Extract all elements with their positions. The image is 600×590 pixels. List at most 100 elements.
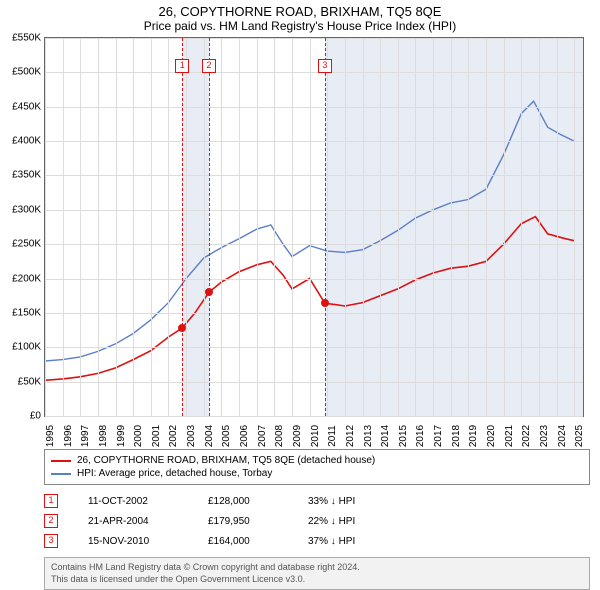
x-axis-label: 2006	[239, 425, 250, 447]
x-axis-label: 2009	[292, 425, 303, 447]
x-axis-label: 2024	[557, 425, 568, 447]
gridline-v	[204, 38, 205, 416]
x-axis-label: 2007	[257, 425, 268, 447]
y-axis-label: £200K	[12, 273, 41, 284]
sale-id-box: 3	[44, 534, 58, 548]
y-axis-label: £550K	[12, 33, 41, 44]
x-axis-label: 2020	[486, 425, 497, 447]
x-axis-label: 2013	[363, 425, 374, 447]
sale-row: 3 15-NOV-2010 £164,000 37% ↓ HPI	[44, 531, 590, 551]
sale-date: 21-APR-2004	[88, 516, 178, 527]
gridline-v	[63, 38, 64, 416]
x-axis-label: 1999	[116, 425, 127, 447]
gridline-v	[239, 38, 240, 416]
gridline-v	[504, 38, 505, 416]
gridline-v	[221, 38, 222, 416]
gridline-v	[98, 38, 99, 416]
gridline-v	[398, 38, 399, 416]
x-axis-label: 1997	[80, 425, 91, 447]
x-axis-label: 1995	[45, 425, 56, 447]
gridline-h	[45, 72, 583, 73]
sale-marker-box: 3	[318, 59, 332, 73]
x-axis-label: 2002	[168, 425, 179, 447]
gridline-v	[415, 38, 416, 416]
sale-price: £128,000	[208, 496, 278, 507]
gridline-v	[80, 38, 81, 416]
x-axis-label: 2004	[204, 425, 215, 447]
footer-line-1: Contains HM Land Registry data © Crown c…	[51, 562, 583, 574]
x-axis-label: 2000	[133, 425, 144, 447]
x-axis-label: 2022	[521, 425, 532, 447]
y-axis-label: £50K	[18, 376, 41, 387]
x-axis-label: 2021	[504, 425, 515, 447]
sale-price: £179,950	[208, 516, 278, 527]
x-axis-label: 2003	[186, 425, 197, 447]
y-axis-label: £150K	[12, 307, 41, 318]
legend-label: 26, COPYTHORNE ROAD, BRIXHAM, TQ5 8QE (d…	[77, 455, 375, 466]
gridline-v	[327, 38, 328, 416]
x-axis-label: 2018	[451, 425, 462, 447]
sale-price: £164,000	[208, 536, 278, 547]
x-axis-label: 2010	[310, 425, 321, 447]
gridline-v	[257, 38, 258, 416]
gridline-v	[168, 38, 169, 416]
x-axis-label: 2011	[327, 425, 338, 447]
gridline-v	[45, 38, 46, 416]
event-vline	[209, 38, 210, 416]
gridline-v	[468, 38, 469, 416]
sales-table: 111-OCT-2002£128,00033% ↓ HPI221-APR-200…	[44, 491, 590, 551]
gridline-h	[45, 347, 583, 348]
gridline-v	[574, 38, 575, 416]
legend-swatch	[51, 460, 71, 462]
sale-id-box: 2	[44, 514, 58, 528]
x-axis-label: 1998	[98, 425, 109, 447]
legend-box: 26, COPYTHORNE ROAD, BRIXHAM, TQ5 8QE (d…	[44, 449, 590, 485]
gridline-v	[151, 38, 152, 416]
event-vline	[325, 38, 326, 416]
y-axis-label: £350K	[12, 170, 41, 181]
gridline-h	[45, 244, 583, 245]
y-axis-label: £0	[30, 411, 41, 422]
sale-marker-box: 1	[175, 59, 189, 73]
sale-date: 11-OCT-2002	[88, 496, 178, 507]
gridline-v	[539, 38, 540, 416]
gridline-v	[310, 38, 311, 416]
y-axis-label: £100K	[12, 342, 41, 353]
y-axis-label: £450K	[12, 101, 41, 112]
attribution-footer: Contains HM Land Registry data © Crown c…	[44, 557, 590, 590]
sale-marker-dot	[178, 324, 186, 332]
gridline-v	[451, 38, 452, 416]
gridline-h	[45, 141, 583, 142]
footer-line-2: This data is licensed under the Open Gov…	[51, 574, 583, 586]
y-axis-label: £250K	[12, 239, 41, 250]
line-chart-svg	[45, 38, 583, 416]
legend-row: 26, COPYTHORNE ROAD, BRIXHAM, TQ5 8QE (d…	[51, 454, 583, 467]
sale-marker-dot	[205, 288, 213, 296]
x-axis-label: 2017	[433, 425, 444, 447]
gridline-h	[45, 416, 583, 417]
gridline-h	[45, 175, 583, 176]
event-vline	[182, 38, 183, 416]
x-axis-label: 2015	[398, 425, 409, 447]
gridline-v	[345, 38, 346, 416]
gridline-v	[186, 38, 187, 416]
sale-diff: 37% ↓ HPI	[308, 536, 355, 547]
gridline-v	[274, 38, 275, 416]
x-axis-label: 2005	[221, 425, 232, 447]
legend-swatch	[51, 473, 71, 475]
sale-marker-dot	[321, 299, 329, 307]
chart-title: 26, COPYTHORNE ROAD, BRIXHAM, TQ5 8QE	[0, 0, 600, 19]
gridline-v	[116, 38, 117, 416]
gridline-v	[380, 38, 381, 416]
x-axis-label: 2001	[151, 425, 162, 447]
y-axis-label: £300K	[12, 204, 41, 215]
gridline-v	[363, 38, 364, 416]
gridline-v	[521, 38, 522, 416]
sale-date: 15-NOV-2010	[88, 536, 178, 547]
chart-container: 26, COPYTHORNE ROAD, BRIXHAM, TQ5 8QE Pr…	[0, 0, 600, 590]
x-axis-label: 2023	[539, 425, 550, 447]
gridline-v	[486, 38, 487, 416]
sale-id-box: 1	[44, 494, 58, 508]
sale-row: 111-OCT-2002£128,00033% ↓ HPI	[44, 491, 590, 511]
gridline-v	[292, 38, 293, 416]
